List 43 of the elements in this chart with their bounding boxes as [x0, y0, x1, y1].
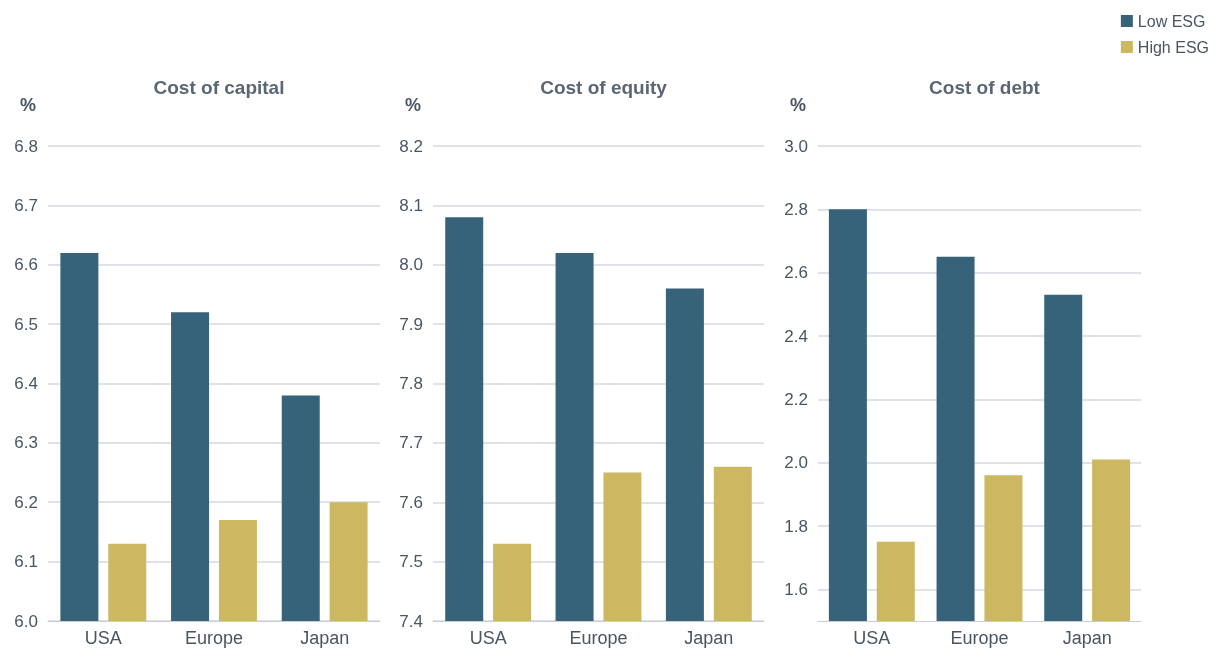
- y-tick-label: 6.3: [14, 433, 38, 453]
- y-tick-label: 8.0: [399, 255, 423, 275]
- y-tick-label: 2.2: [784, 389, 808, 409]
- x-tick-label: Europe: [950, 628, 1009, 648]
- y-tick-label: 3.0: [784, 136, 808, 156]
- x-tick-label: Japan: [1062, 628, 1112, 648]
- y-tick-label: 6.2: [14, 492, 38, 512]
- y-tick-label: 8.2: [399, 136, 423, 156]
- y-tick-label: 7.8: [399, 374, 423, 393]
- y-tick-label: 2.0: [784, 453, 808, 473]
- y-tick-label: 8.1: [399, 195, 423, 215]
- x-tick-label: Europe: [184, 628, 244, 648]
- y-tick-label: 6.0: [14, 611, 38, 631]
- y-axis-title: %: [789, 95, 806, 115]
- x-tick-label: Japan: [300, 628, 350, 648]
- chart-title: Cost of capital: [153, 77, 285, 98]
- y-tick-label: 7.9: [399, 314, 423, 334]
- y-tick-label: 1.6: [784, 579, 808, 599]
- y-tick-label: 7.5: [399, 552, 423, 572]
- chart-title: Cost of equity: [540, 77, 668, 98]
- x-tick-label: USA: [853, 628, 891, 648]
- y-tick-label: 2.8: [784, 199, 808, 219]
- y-tick-label: 7.4: [399, 611, 423, 631]
- x-tick-label: USA: [469, 628, 507, 648]
- legend-label: High ESG: [1137, 38, 1209, 56]
- x-tick-label: Japan: [684, 628, 734, 648]
- x-tick-label: Europe: [569, 628, 628, 648]
- y-tick-label: 7.6: [399, 492, 423, 512]
- y-tick-label: 2.4: [784, 326, 808, 346]
- y-tick-label: 6.4: [14, 374, 38, 393]
- legend-label: Low ESG: [1137, 12, 1206, 30]
- y-tick-label: 6.5: [14, 314, 38, 334]
- x-tick-label: USA: [84, 628, 122, 648]
- y-tick-label: 6.6: [14, 255, 38, 275]
- y-tick-label: 2.6: [784, 263, 808, 283]
- y-tick-label: 6.1: [14, 552, 38, 572]
- chart-title: Cost of debt: [929, 77, 1041, 98]
- y-tick-label: 6.7: [14, 195, 38, 215]
- y-tick-label: 1.8: [784, 516, 808, 536]
- y-tick-label: 6.8: [14, 136, 38, 156]
- y-axis-title: %: [404, 95, 421, 115]
- y-axis-title: %: [19, 95, 36, 115]
- y-tick-label: 7.7: [399, 433, 423, 453]
